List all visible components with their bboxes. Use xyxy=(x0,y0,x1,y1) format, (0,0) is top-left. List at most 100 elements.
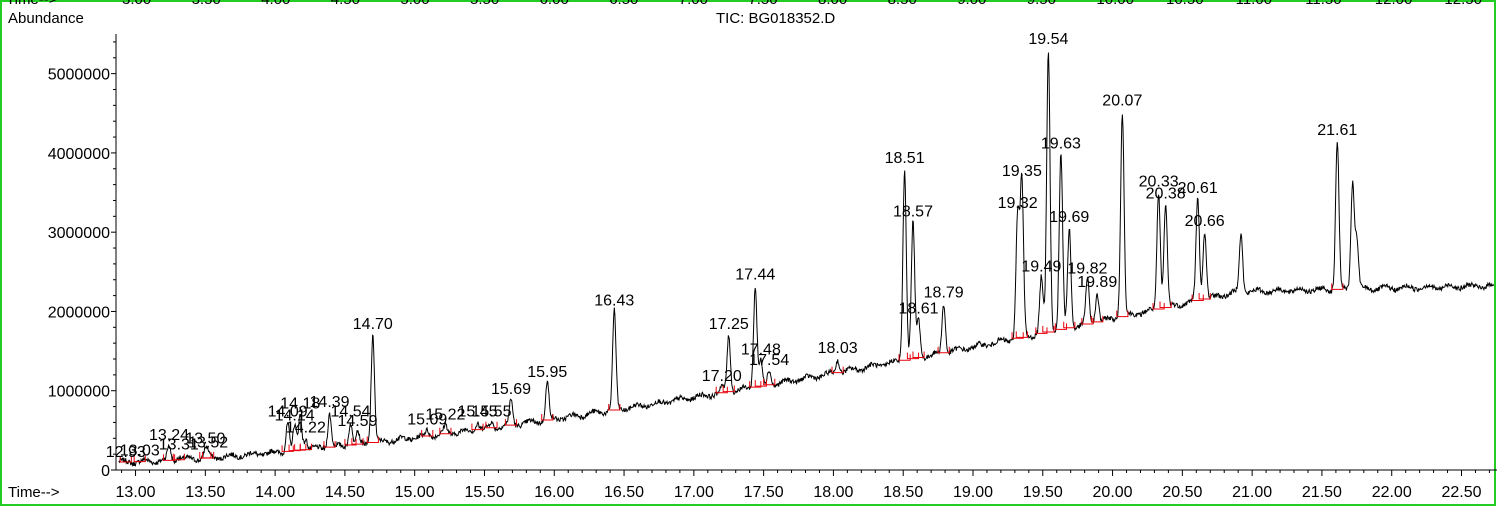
peak-baseline-mark xyxy=(722,385,735,393)
peak-label: 21.61 xyxy=(1317,122,1357,139)
top-time-strip: Time--> 3.00 3.50 4.00 4.50 5.00 5.50 6.00 6.50… xyxy=(6,0,1482,8)
peak-baseline-mark xyxy=(763,378,776,386)
x-tick-label: 13.00 xyxy=(116,484,156,501)
peak-label: 20.66 xyxy=(1185,213,1225,230)
peak-label: 14.18 xyxy=(280,396,320,413)
x-tick-label: 20.50 xyxy=(1162,484,1202,501)
top-strip-tick: 12.50 xyxy=(1444,0,1482,8)
top-strip-label: Time--> xyxy=(6,0,58,8)
peak-label: 19.49 xyxy=(1021,258,1061,275)
y-tick-label: 4000000 xyxy=(48,146,110,163)
x-tick-label: 13.50 xyxy=(185,484,225,501)
top-strip-tick: 3.00 xyxy=(122,0,151,8)
peak-label: 13.31 xyxy=(159,437,199,454)
x-tick-label: 20.00 xyxy=(1093,484,1133,501)
peak-baseline-mark xyxy=(439,427,452,435)
peak-baseline-mark xyxy=(1152,302,1165,310)
peak-label: 13.24 xyxy=(149,427,189,444)
y-tick-label: 0 xyxy=(101,463,110,480)
x-tick-label: 14.50 xyxy=(325,484,365,501)
top-strip-tick: 4.50 xyxy=(331,0,360,8)
peak-baseline-mark xyxy=(1198,293,1211,300)
peak-baseline-mark xyxy=(133,455,146,463)
peak-baseline-mark xyxy=(299,443,312,451)
peak-baseline-mark xyxy=(485,421,498,429)
x-tick-label: 14.00 xyxy=(255,484,295,501)
peak-baseline-mark xyxy=(1054,323,1068,330)
y-tick-label: 1000000 xyxy=(48,384,110,401)
peak-label: 19.89 xyxy=(1077,274,1117,291)
x-tick-label: 15.00 xyxy=(395,484,435,501)
y-axis-label: Abundance xyxy=(8,10,84,27)
peak-label: 19.69 xyxy=(1049,209,1089,226)
peak-baseline-mark xyxy=(1091,315,1104,323)
peak-label: 18.79 xyxy=(924,285,964,302)
peak-label: 15.45 xyxy=(457,403,497,420)
peak-baseline-mark xyxy=(937,346,950,354)
x-tick-label: 19.00 xyxy=(953,484,993,501)
peak-label: 17.20 xyxy=(702,368,742,385)
top-strip-tick: 9.50 xyxy=(1027,0,1056,8)
peak-label: 20.38 xyxy=(1146,185,1186,202)
peak-label: 15.69 xyxy=(491,381,531,398)
top-strip-tick: 8.00 xyxy=(818,0,847,8)
top-strip-tick: 4.00 xyxy=(261,0,290,8)
peak-label: 12.93 xyxy=(106,444,146,461)
top-strip-tick: 10.50 xyxy=(1166,0,1204,8)
peak-label: 19.54 xyxy=(1028,31,1068,48)
peak-baseline-mark xyxy=(715,386,728,394)
peak-baseline-mark xyxy=(831,366,844,374)
peak-baseline-mark xyxy=(294,444,307,451)
peak-baseline-mark xyxy=(1035,327,1048,334)
top-strip-tick: 5.50 xyxy=(470,0,499,8)
peak-baseline-mark xyxy=(912,351,925,359)
peak-baseline-marks xyxy=(119,283,1344,463)
peak-label: 16.43 xyxy=(594,292,634,309)
x-axis-label: Time--> xyxy=(8,484,60,501)
top-strip-tick: 7.00 xyxy=(679,0,708,8)
x-tick-label: 22.50 xyxy=(1441,484,1481,501)
peak-baseline-mark xyxy=(906,352,920,360)
peak-label: 13.50 xyxy=(185,430,225,447)
top-strip-tick: 3.50 xyxy=(192,0,221,8)
peak-baseline-mark xyxy=(1331,283,1344,290)
top-strip-tick: 6.50 xyxy=(609,0,638,8)
peak-label: 17.54 xyxy=(749,352,789,369)
peak-label: 18.61 xyxy=(899,300,939,317)
peak-label: 18.57 xyxy=(893,204,933,221)
peak-baseline-mark xyxy=(608,404,621,411)
top-strip-tick: 11.50 xyxy=(1305,0,1341,8)
peak-label: 15.22 xyxy=(425,407,465,424)
peak-label: 20.61 xyxy=(1178,180,1218,197)
peak-baseline-mark xyxy=(1116,310,1129,318)
peak-baseline-mark xyxy=(1063,321,1076,329)
peak-label: 18.03 xyxy=(818,340,858,357)
peak-baseline-mark xyxy=(162,454,176,461)
peak-baseline-mark xyxy=(421,430,434,437)
peak-baseline-mark xyxy=(172,453,185,461)
peak-label: 15.55 xyxy=(471,403,511,420)
y-axis-ticks: 0 1000000 2000000 3000000 4000000 5000000 xyxy=(48,41,116,480)
peak-baseline-mark xyxy=(749,381,762,388)
tic-trace xyxy=(118,52,1495,468)
peak-label: 17.48 xyxy=(741,342,781,359)
y-tick-label: 5000000 xyxy=(48,67,110,84)
peak-label: 14.14 xyxy=(275,407,315,424)
peak-label: 14.70 xyxy=(353,316,393,333)
peak-label: 13.03 xyxy=(120,442,160,459)
peak-baseline-mark xyxy=(1159,301,1172,308)
peak-label: 15.95 xyxy=(527,364,567,381)
peak-label: 19.35 xyxy=(1002,163,1042,180)
peak-label: 14.09 xyxy=(268,403,308,420)
peak-label: 14.54 xyxy=(330,403,370,420)
peak-label: 20.33 xyxy=(1139,174,1179,191)
peak-label: 13.52 xyxy=(188,434,228,451)
x-tick-label: 18.00 xyxy=(813,484,853,501)
peak-baseline-mark xyxy=(471,423,484,431)
peak-label: 14.22 xyxy=(286,419,326,436)
peak-baseline-mark xyxy=(202,451,215,459)
peak-baseline-mark xyxy=(1081,317,1094,325)
